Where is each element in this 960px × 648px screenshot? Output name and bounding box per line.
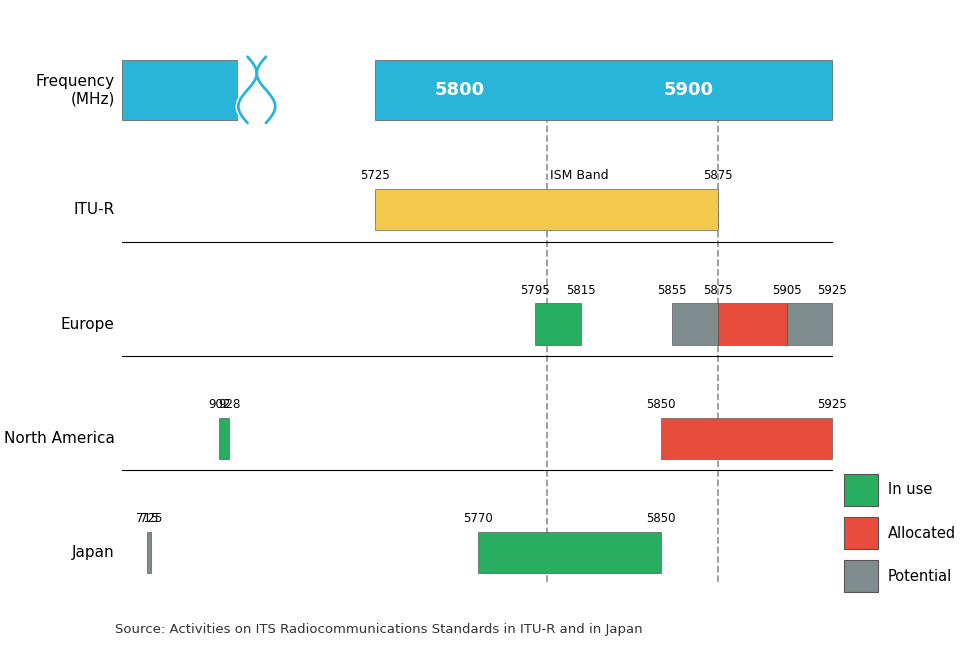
Text: 5905: 5905 [772, 284, 802, 297]
Text: 5875: 5875 [704, 169, 732, 182]
Text: 5815: 5815 [566, 284, 595, 297]
Text: ITU-R: ITU-R [74, 202, 115, 217]
Text: Japan: Japan [72, 545, 115, 560]
Text: 928: 928 [218, 398, 240, 411]
Text: Frequency
(MHz): Frequency (MHz) [36, 74, 115, 106]
Bar [237, 54, 276, 125]
Bar [672, 303, 718, 345]
Text: Source: Activities on ITS Radiocommunications Standards in ITU-R and in Japan: Source: Activities on ITS Radiocommunica… [115, 623, 642, 636]
Text: 5850: 5850 [646, 398, 676, 411]
Bar [786, 303, 832, 345]
Text: Allocated: Allocated [888, 526, 956, 540]
Text: North America: North America [4, 431, 115, 446]
Text: 5725: 5725 [360, 169, 390, 182]
Bar [478, 532, 660, 573]
Bar [375, 60, 832, 119]
Text: 5800: 5800 [435, 81, 485, 99]
Text: Potential: Potential [888, 569, 952, 584]
Bar [718, 303, 786, 345]
Bar [660, 418, 832, 459]
Text: 5900: 5900 [663, 81, 713, 99]
Bar [375, 189, 718, 230]
Text: 5795: 5795 [520, 284, 550, 297]
Text: 5850: 5850 [646, 512, 676, 525]
Text: 5875: 5875 [704, 284, 732, 297]
Text: 902: 902 [208, 398, 230, 411]
Text: ISM Band: ISM Band [550, 169, 609, 182]
Text: In use: In use [888, 482, 932, 497]
Bar [219, 418, 229, 459]
Text: 5925: 5925 [818, 398, 848, 411]
Bar [535, 303, 581, 345]
Bar [123, 60, 241, 119]
Text: 5770: 5770 [463, 512, 492, 525]
Bar [844, 561, 878, 592]
Text: 715: 715 [136, 512, 158, 525]
Text: 725: 725 [140, 512, 162, 525]
Text: Europe: Europe [60, 316, 115, 332]
Bar [844, 474, 878, 505]
Text: 5925: 5925 [818, 284, 848, 297]
Text: 5855: 5855 [658, 284, 687, 297]
Bar [148, 532, 152, 573]
Bar [844, 517, 878, 549]
